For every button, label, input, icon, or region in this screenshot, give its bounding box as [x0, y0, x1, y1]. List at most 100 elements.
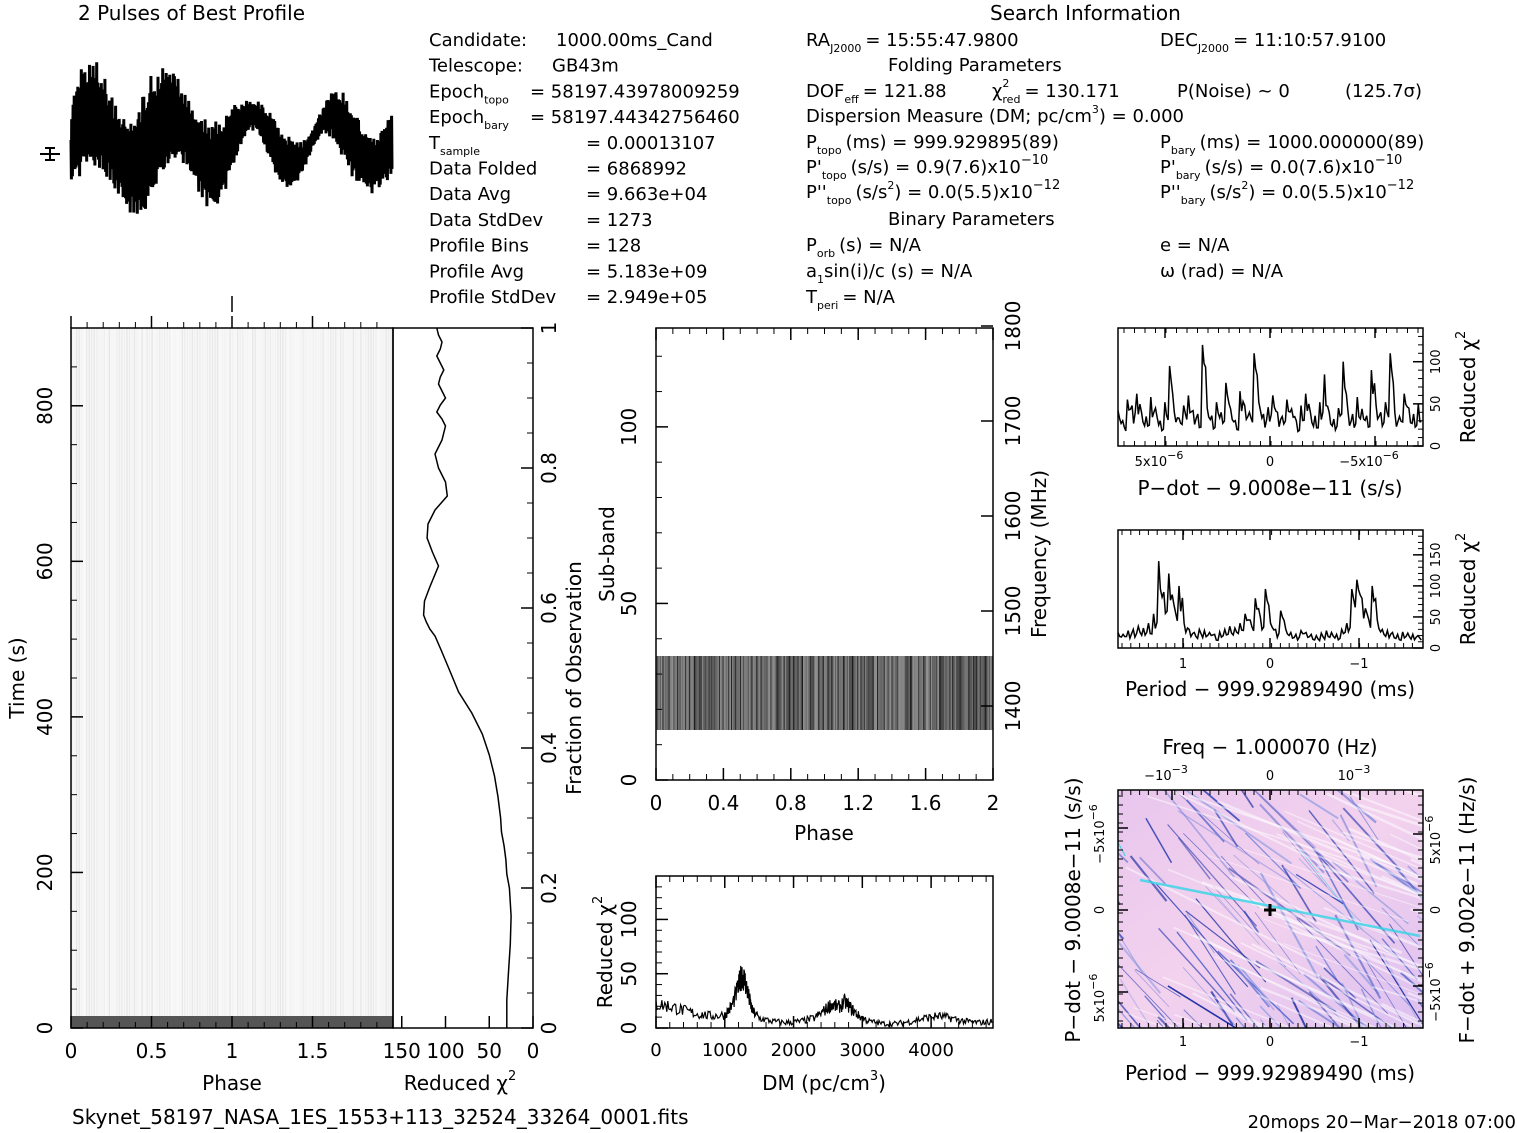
time-phase-cell [113, 328, 116, 1016]
tick-label: 10−3 [1338, 763, 1371, 784]
profile-plot [69, 62, 394, 214]
time-phase-cell [370, 328, 372, 1016]
tick-label: 400 [33, 698, 57, 736]
subband-cell [729, 656, 731, 730]
subband-cell [836, 656, 838, 730]
subband-cell [817, 656, 819, 730]
subband-cell [746, 656, 748, 730]
subband-cell [763, 656, 765, 730]
tick-label: 0 [1266, 657, 1274, 672]
time-phase-cell [325, 328, 327, 1016]
subband-cell [819, 656, 821, 730]
heatmap-light-streak [1229, 875, 1423, 970]
subband-cell [816, 656, 818, 730]
subband-cell [796, 656, 798, 730]
pdot-ylabel: Reducedχ2 [1454, 331, 1480, 444]
heatmap-streak [1235, 1017, 1247, 1028]
subband-cell [989, 656, 990, 730]
subband-cell [835, 656, 836, 730]
heatmap-light-streak [1251, 943, 1423, 1028]
subband-cell [904, 656, 906, 730]
heatmap-light-streak [1290, 845, 1423, 897]
time-phase-cell [103, 328, 105, 1016]
heatmap-streak [1316, 854, 1359, 931]
info-label-10: Profile StdDev [429, 287, 557, 308]
subband-cell [745, 656, 747, 730]
info-label-8: Profile Bins [429, 236, 529, 257]
heatmap-light-streak [1217, 1002, 1271, 1028]
subband-cell [852, 656, 853, 730]
subband-cell [874, 656, 876, 730]
heatmap-streak [1177, 837, 1211, 880]
period-chi2-line [1117, 561, 1422, 643]
time-phase-cell [372, 328, 375, 1016]
time-phase-cell [219, 328, 221, 1016]
subband-phase-panel: 0 0.4 0.8 1.2 1.6 2 0 50 100 1400 1500 1600 1700 1800… [595, 301, 1051, 845]
heatmap-streak [1145, 817, 1173, 864]
subband-cell [657, 656, 659, 730]
heatmap-streak [1298, 858, 1365, 926]
subband-cell [731, 656, 732, 730]
heatmap-streak [1381, 907, 1423, 951]
subband-cell [860, 656, 861, 730]
pdot-xlabel: P−dot − 9.0008e−11 (s/s) [1137, 476, 1402, 500]
heatmap-light-streak [1381, 875, 1423, 896]
time-phase-cell [292, 328, 294, 1016]
time-phase-cell [387, 328, 390, 1016]
subband-cell [662, 656, 664, 730]
heatmap-light-streak [1338, 790, 1423, 823]
subband-cell [808, 656, 810, 730]
fdot-label: F−dot + 9.002e−11 (Hz/s) [1455, 777, 1479, 1044]
subband-ticks: 0 0.4 0.8 1.2 1.6 2 0 50 100 1400 1500 1600 1700 1800 [617, 301, 1025, 815]
subband-cell [899, 656, 901, 730]
time-phase-cell [101, 328, 103, 1016]
subband-cell [781, 656, 782, 730]
tick-label: 0 [617, 1022, 641, 1035]
heatmap-light-streak [1317, 865, 1423, 900]
subband-cell [658, 656, 660, 730]
subband-cell [728, 656, 730, 730]
subband-cell [907, 656, 909, 730]
subband-cell [896, 656, 898, 730]
subband-cell [844, 656, 846, 730]
subband-cell [674, 656, 676, 730]
subband-cell [683, 656, 685, 730]
heatmap-light-streak [1381, 1002, 1423, 1024]
filename: Skynet_58197_NASA_1ES_1553+113_32524_332… [72, 1105, 688, 1129]
heatmap-streak [1134, 969, 1170, 1007]
tick-label: 50 [617, 591, 641, 616]
subband-cell [950, 656, 952, 730]
subband-cell [961, 656, 963, 730]
subband-cell [916, 656, 918, 730]
heatmap-light-streak [1323, 906, 1423, 949]
subband-cell [928, 656, 930, 730]
heatmap-streak [1185, 790, 1293, 865]
subband-cell [691, 656, 693, 730]
subband-cell [892, 656, 894, 730]
subband-cell [895, 656, 897, 730]
subband-cell [711, 656, 713, 730]
subband-cell [958, 656, 960, 730]
subband-cell [661, 656, 663, 730]
subband-cell [815, 656, 817, 730]
heatmap-streak [1118, 931, 1144, 975]
subband-cell [703, 656, 705, 730]
subband-cell [712, 656, 714, 730]
subband-cell [696, 656, 698, 730]
heatmap-streak [1229, 959, 1270, 1008]
time-phase-cell [252, 328, 254, 1016]
subband-cell [889, 656, 890, 730]
subband-cell [977, 656, 978, 730]
heatmap-light-streak [1372, 986, 1423, 1004]
tick-label: 100 [1429, 573, 1444, 598]
subband-cell [725, 656, 727, 730]
pdot-period-panel: 1 0 −1 −10−3 0 10−3 5x10−6 0 −5x10−6 −5x10−6 0 5x10… [1061, 735, 1479, 1085]
subband-cell [700, 656, 702, 730]
heatmap-streak [1276, 1003, 1291, 1028]
info-value-6: = 9.663e+04 [586, 184, 707, 205]
subband-cell [940, 656, 942, 730]
subband-cell [736, 656, 738, 730]
subband-cell [846, 656, 848, 730]
info-label-7: Data StdDev [429, 210, 544, 231]
subband-cell [967, 656, 969, 730]
